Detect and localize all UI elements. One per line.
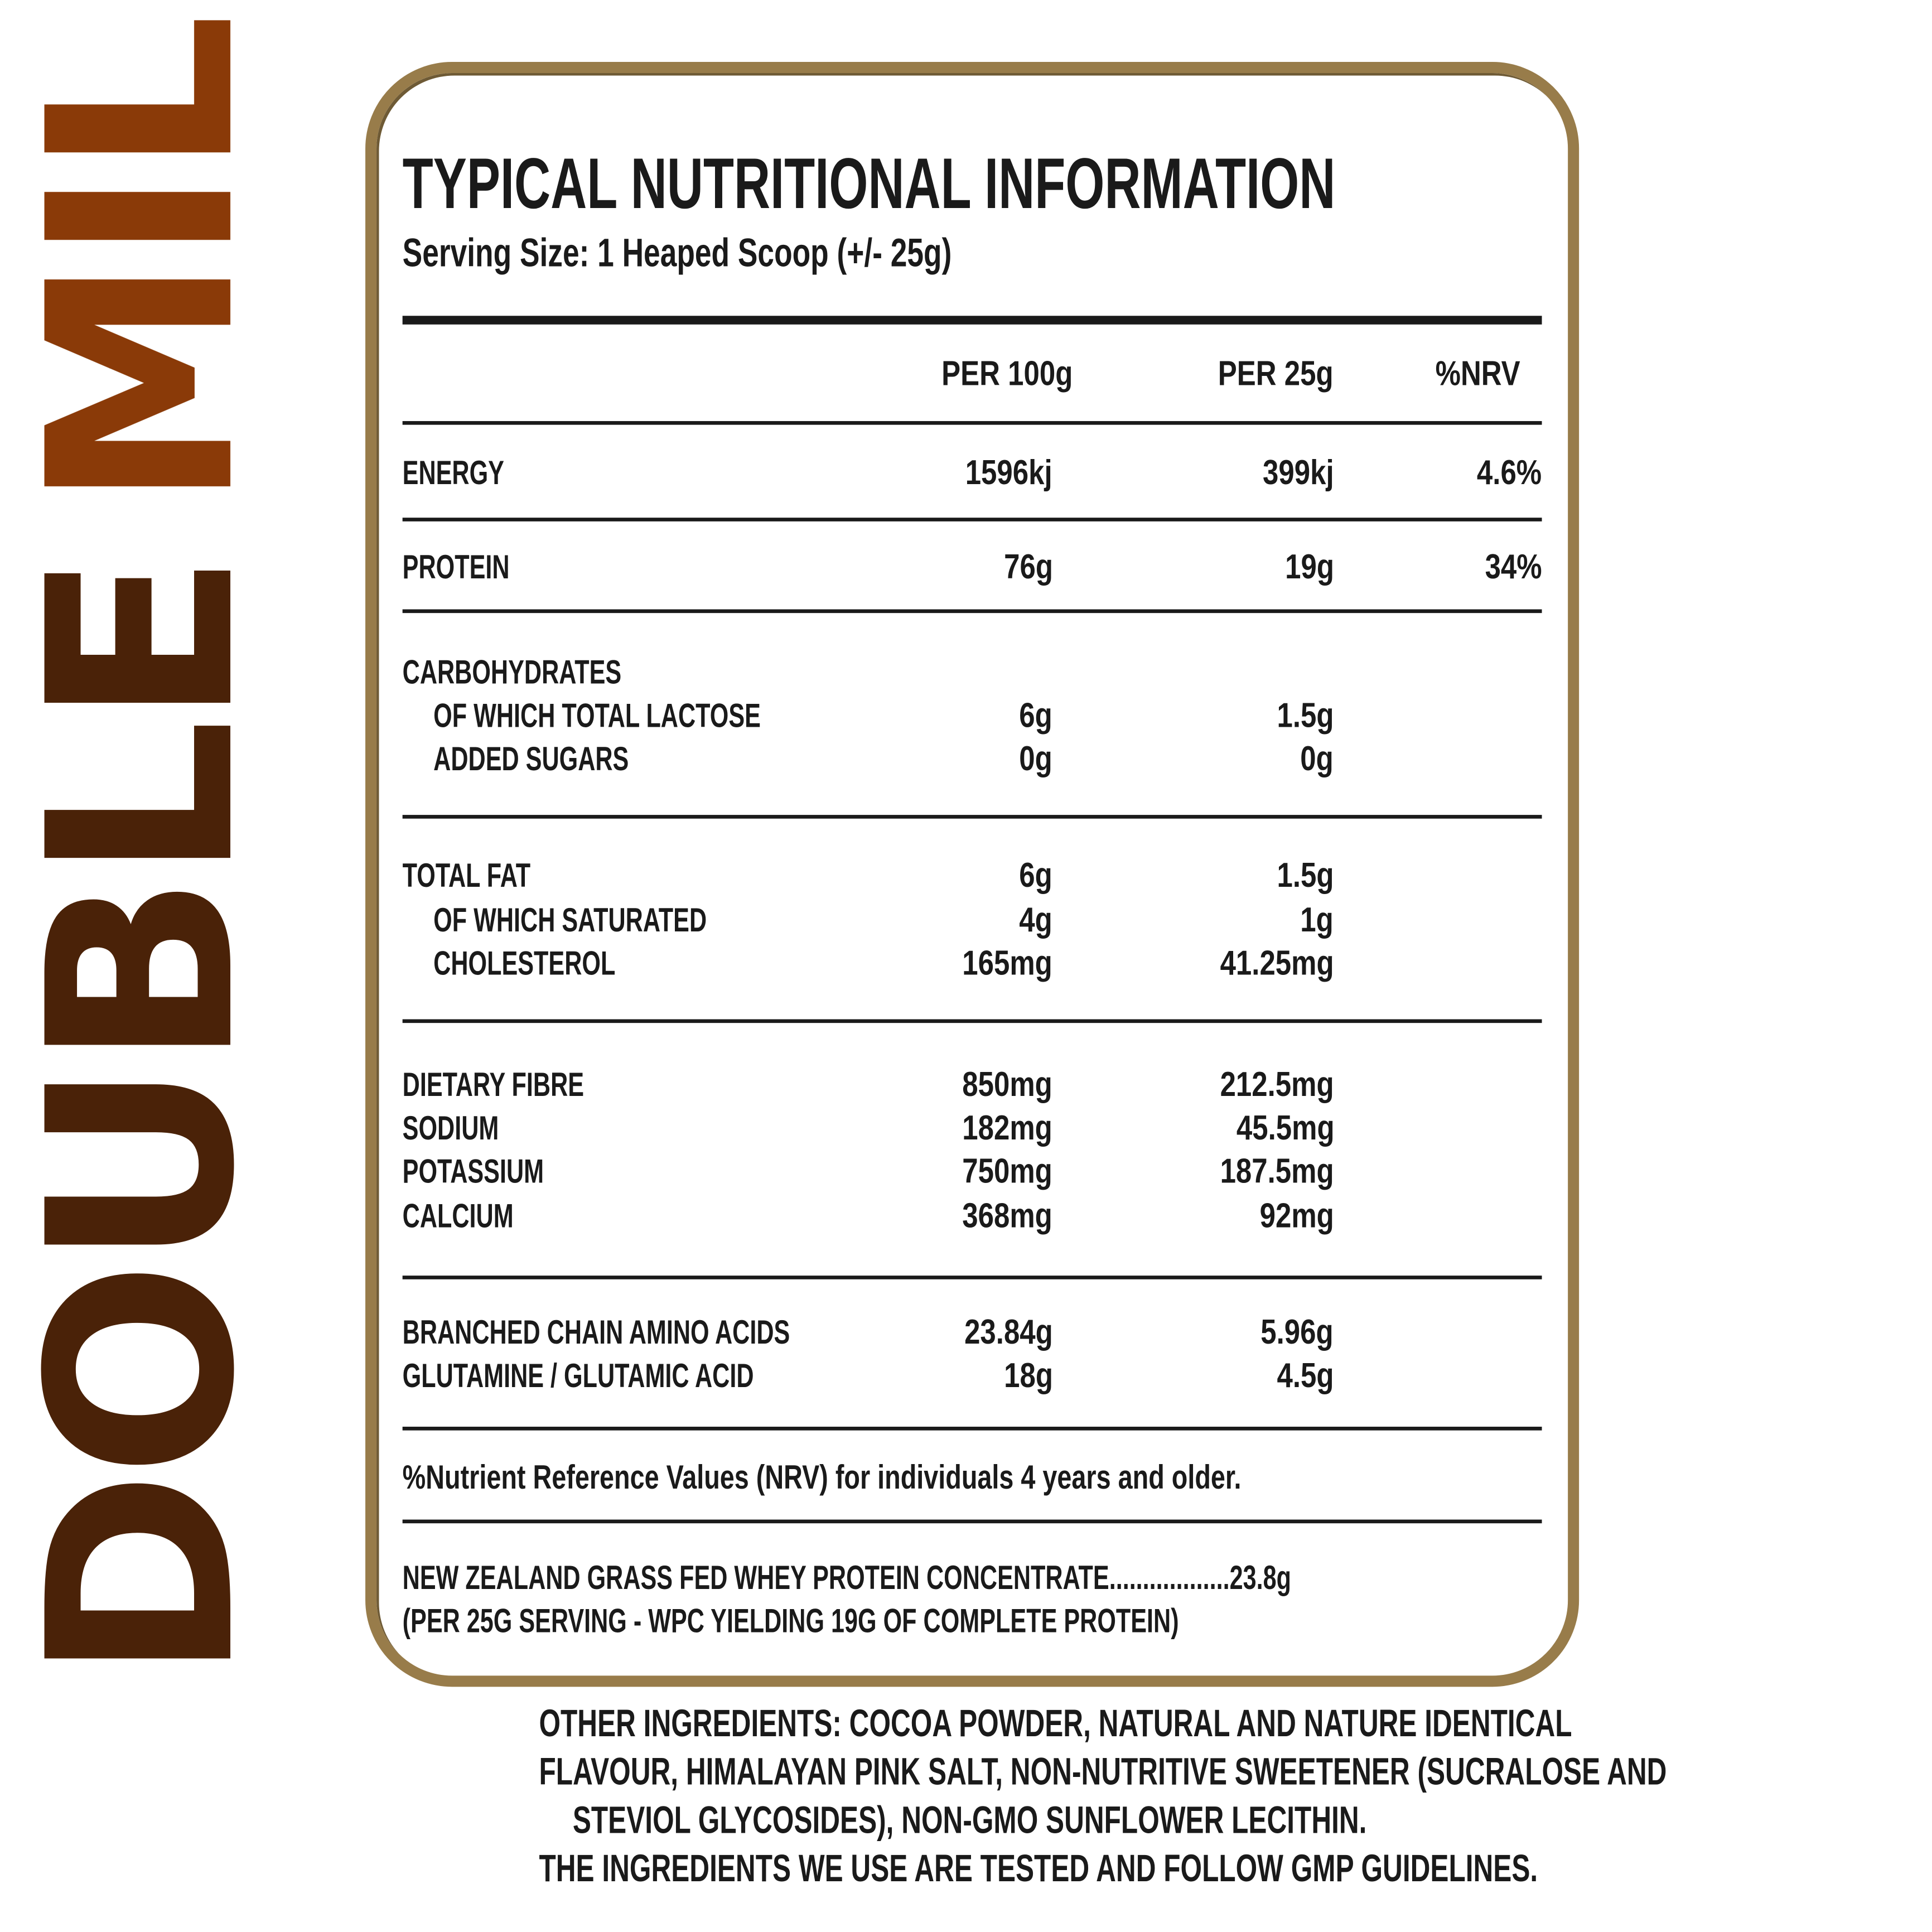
nutrition-panel bbox=[365, 62, 1580, 1687]
nutrient-label: BRANCHED CHAIN AMINO ACIDS bbox=[402, 1313, 790, 1351]
per100-value: 23.84g bbox=[964, 1312, 1053, 1351]
divider bbox=[402, 518, 1542, 521]
thick-divider bbox=[402, 316, 1542, 325]
nutrient-label: POTASSIUM bbox=[402, 1153, 544, 1190]
per100-value: 182mg bbox=[962, 1108, 1053, 1147]
nutrient-label: CARBOHYDRATES bbox=[402, 654, 622, 692]
per25-value: 1g bbox=[1300, 900, 1334, 939]
nrv-value: 4.6% bbox=[1477, 453, 1542, 492]
nutrient-label: DIETARY FIBRE bbox=[402, 1066, 585, 1104]
per100-value: 6g bbox=[1019, 695, 1053, 735]
divider bbox=[402, 1276, 1542, 1279]
per25-value: 399kj bbox=[1262, 453, 1334, 492]
divider bbox=[402, 421, 1542, 425]
divider bbox=[402, 1427, 1542, 1431]
nutrient-label: ENERGY bbox=[402, 454, 504, 492]
per25-value: 1.5g bbox=[1277, 695, 1334, 735]
header-per100: PER 100g bbox=[941, 354, 1073, 393]
per25-value: 19g bbox=[1284, 547, 1334, 586]
per100-value: 76g bbox=[1003, 547, 1053, 586]
header-nrv: %NRV bbox=[1436, 354, 1521, 393]
ingredients-line: OTHER INGREDIENTS: COCOA POWDER, NATURAL… bbox=[539, 1701, 1572, 1745]
divider bbox=[402, 1519, 1542, 1524]
panel-title: TYPICAL NUTRITIONAL INFORMATION bbox=[402, 143, 1336, 224]
nutrient-label: TOTAL FAT bbox=[402, 857, 531, 895]
flavour-word-milk-chocolate: MILK CHOCOLATE bbox=[0, 0, 291, 510]
nutrient-label: GLUTAMINE / GLUTAMIC ACID bbox=[402, 1357, 754, 1395]
per100-value: 750mg bbox=[962, 1152, 1053, 1190]
header-per25: PER 25g bbox=[1218, 354, 1334, 393]
per25-value: 45.5mg bbox=[1235, 1108, 1334, 1147]
per25-value: 5.96g bbox=[1261, 1312, 1334, 1351]
per25-value: 0g bbox=[1300, 739, 1334, 778]
nutrient-label: OF WHICH SATURATED bbox=[433, 901, 707, 939]
nutrient-label: CALCIUM bbox=[402, 1197, 514, 1235]
divider bbox=[402, 1019, 1542, 1023]
per100-value: 18g bbox=[1003, 1356, 1053, 1395]
per100-value: 0g bbox=[1019, 739, 1053, 778]
divider bbox=[402, 815, 1542, 819]
nutrient-label: PROTEIN bbox=[402, 548, 510, 586]
per25-value: 4.5g bbox=[1277, 1356, 1334, 1395]
serving-size: Serving Size: 1 Heaped Scoop (+/- 25g) bbox=[402, 230, 952, 275]
nrv-footnote: %Nutrient Reference Values (NRV) for ind… bbox=[402, 1458, 1242, 1496]
ingredients-line: FLAVOUR, HIMALAYAN PINK SALT, NON-NUTRIT… bbox=[539, 1750, 1667, 1794]
ingredients-line: STEVIOL GLYCOSIDES), NON-GMO SUNFLOWER L… bbox=[572, 1798, 1367, 1842]
per100-value: 6g bbox=[1019, 856, 1053, 895]
nutrient-label: OF WHICH TOTAL LACTOSE bbox=[433, 697, 761, 735]
flavour-name: DOUBLE MILK CHOCOLATE bbox=[0, 0, 291, 1682]
per100-value: 165mg bbox=[962, 944, 1053, 982]
per25-value: 212.5mg bbox=[1220, 1065, 1334, 1104]
ingredients-line: THE INGREDIENTS WE USE ARE TESTED AND FO… bbox=[539, 1846, 1538, 1890]
nutrient-label: SODIUM bbox=[402, 1109, 499, 1147]
nutrient-label: ADDED SUGARS bbox=[433, 740, 629, 778]
divider bbox=[402, 609, 1542, 614]
per25-value: 41.25mg bbox=[1220, 944, 1334, 982]
wpc-line: NEW ZEALAND GRASS FED WHEY PROTEIN CONCE… bbox=[402, 1559, 1291, 1597]
nutrient-label: CHOLESTEROL bbox=[433, 945, 616, 982]
per100-value: 368mg bbox=[962, 1196, 1053, 1235]
nrv-value: 34% bbox=[1485, 547, 1542, 586]
wpc-note: (PER 25G SERVING - WPC YIELDING 19G OF C… bbox=[402, 1602, 1179, 1640]
per100-value: 4g bbox=[1019, 900, 1053, 939]
per100-value: 850mg bbox=[962, 1065, 1053, 1104]
per100-value: 1596kj bbox=[965, 453, 1053, 492]
per25-value: 1.5g bbox=[1277, 856, 1334, 895]
other-ingredients: OTHER INGREDIENTS: COCOA POWDER, NATURAL… bbox=[371, 1699, 1667, 1892]
per25-value: 92mg bbox=[1259, 1196, 1334, 1235]
per25-value: 187.5mg bbox=[1220, 1152, 1334, 1190]
flavour-word-double: DOUBLE bbox=[0, 559, 291, 1682]
